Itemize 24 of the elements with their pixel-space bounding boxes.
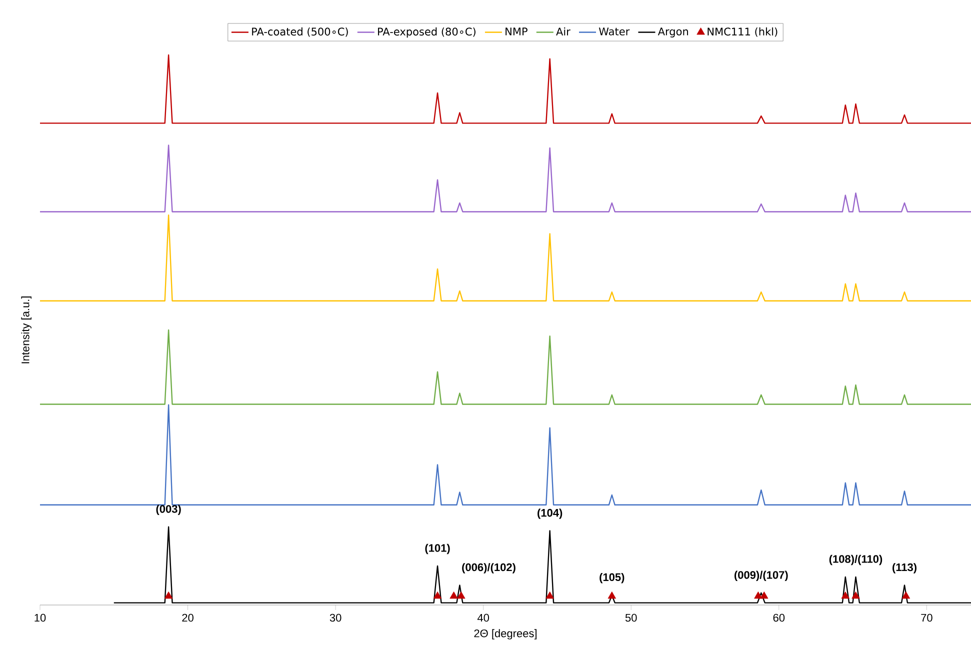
annotation: (101) (425, 544, 450, 554)
legend-label: PA-coated (500∘C) (252, 27, 348, 37)
x-tick-label: 50 (625, 614, 637, 622)
annotation: (003) (156, 504, 181, 516)
y-axis-title: Intensity [a.u.] (21, 296, 32, 364)
x-tick-label: 20 (182, 614, 194, 622)
legend-label: NMP (506, 28, 528, 36)
x-tick-label: 40 (477, 614, 490, 622)
legend-label: PA-exposed (80∘C) (378, 27, 476, 38)
annotation: (108)/(110) (829, 554, 882, 566)
annotation: (006)/(102) (462, 563, 516, 574)
legend-label: Air (556, 27, 570, 36)
annotation: (113) (892, 563, 916, 574)
x-tick-label: 10 (34, 614, 46, 622)
legend-label: Water (598, 28, 630, 36)
legend-label: Argon (658, 28, 688, 38)
annotation: (105) (600, 572, 624, 584)
annotation: (009)/(107) (734, 570, 788, 582)
x-axis-title: 2Θ [degrees] (474, 629, 536, 640)
x-tick-label: 30 (330, 614, 342, 622)
x-tick-label: 60 (773, 614, 785, 622)
legend-label: NMC111 (hkl) (708, 27, 778, 37)
x-tick-label: 70 (921, 614, 932, 622)
annotation: (104) (538, 508, 562, 519)
